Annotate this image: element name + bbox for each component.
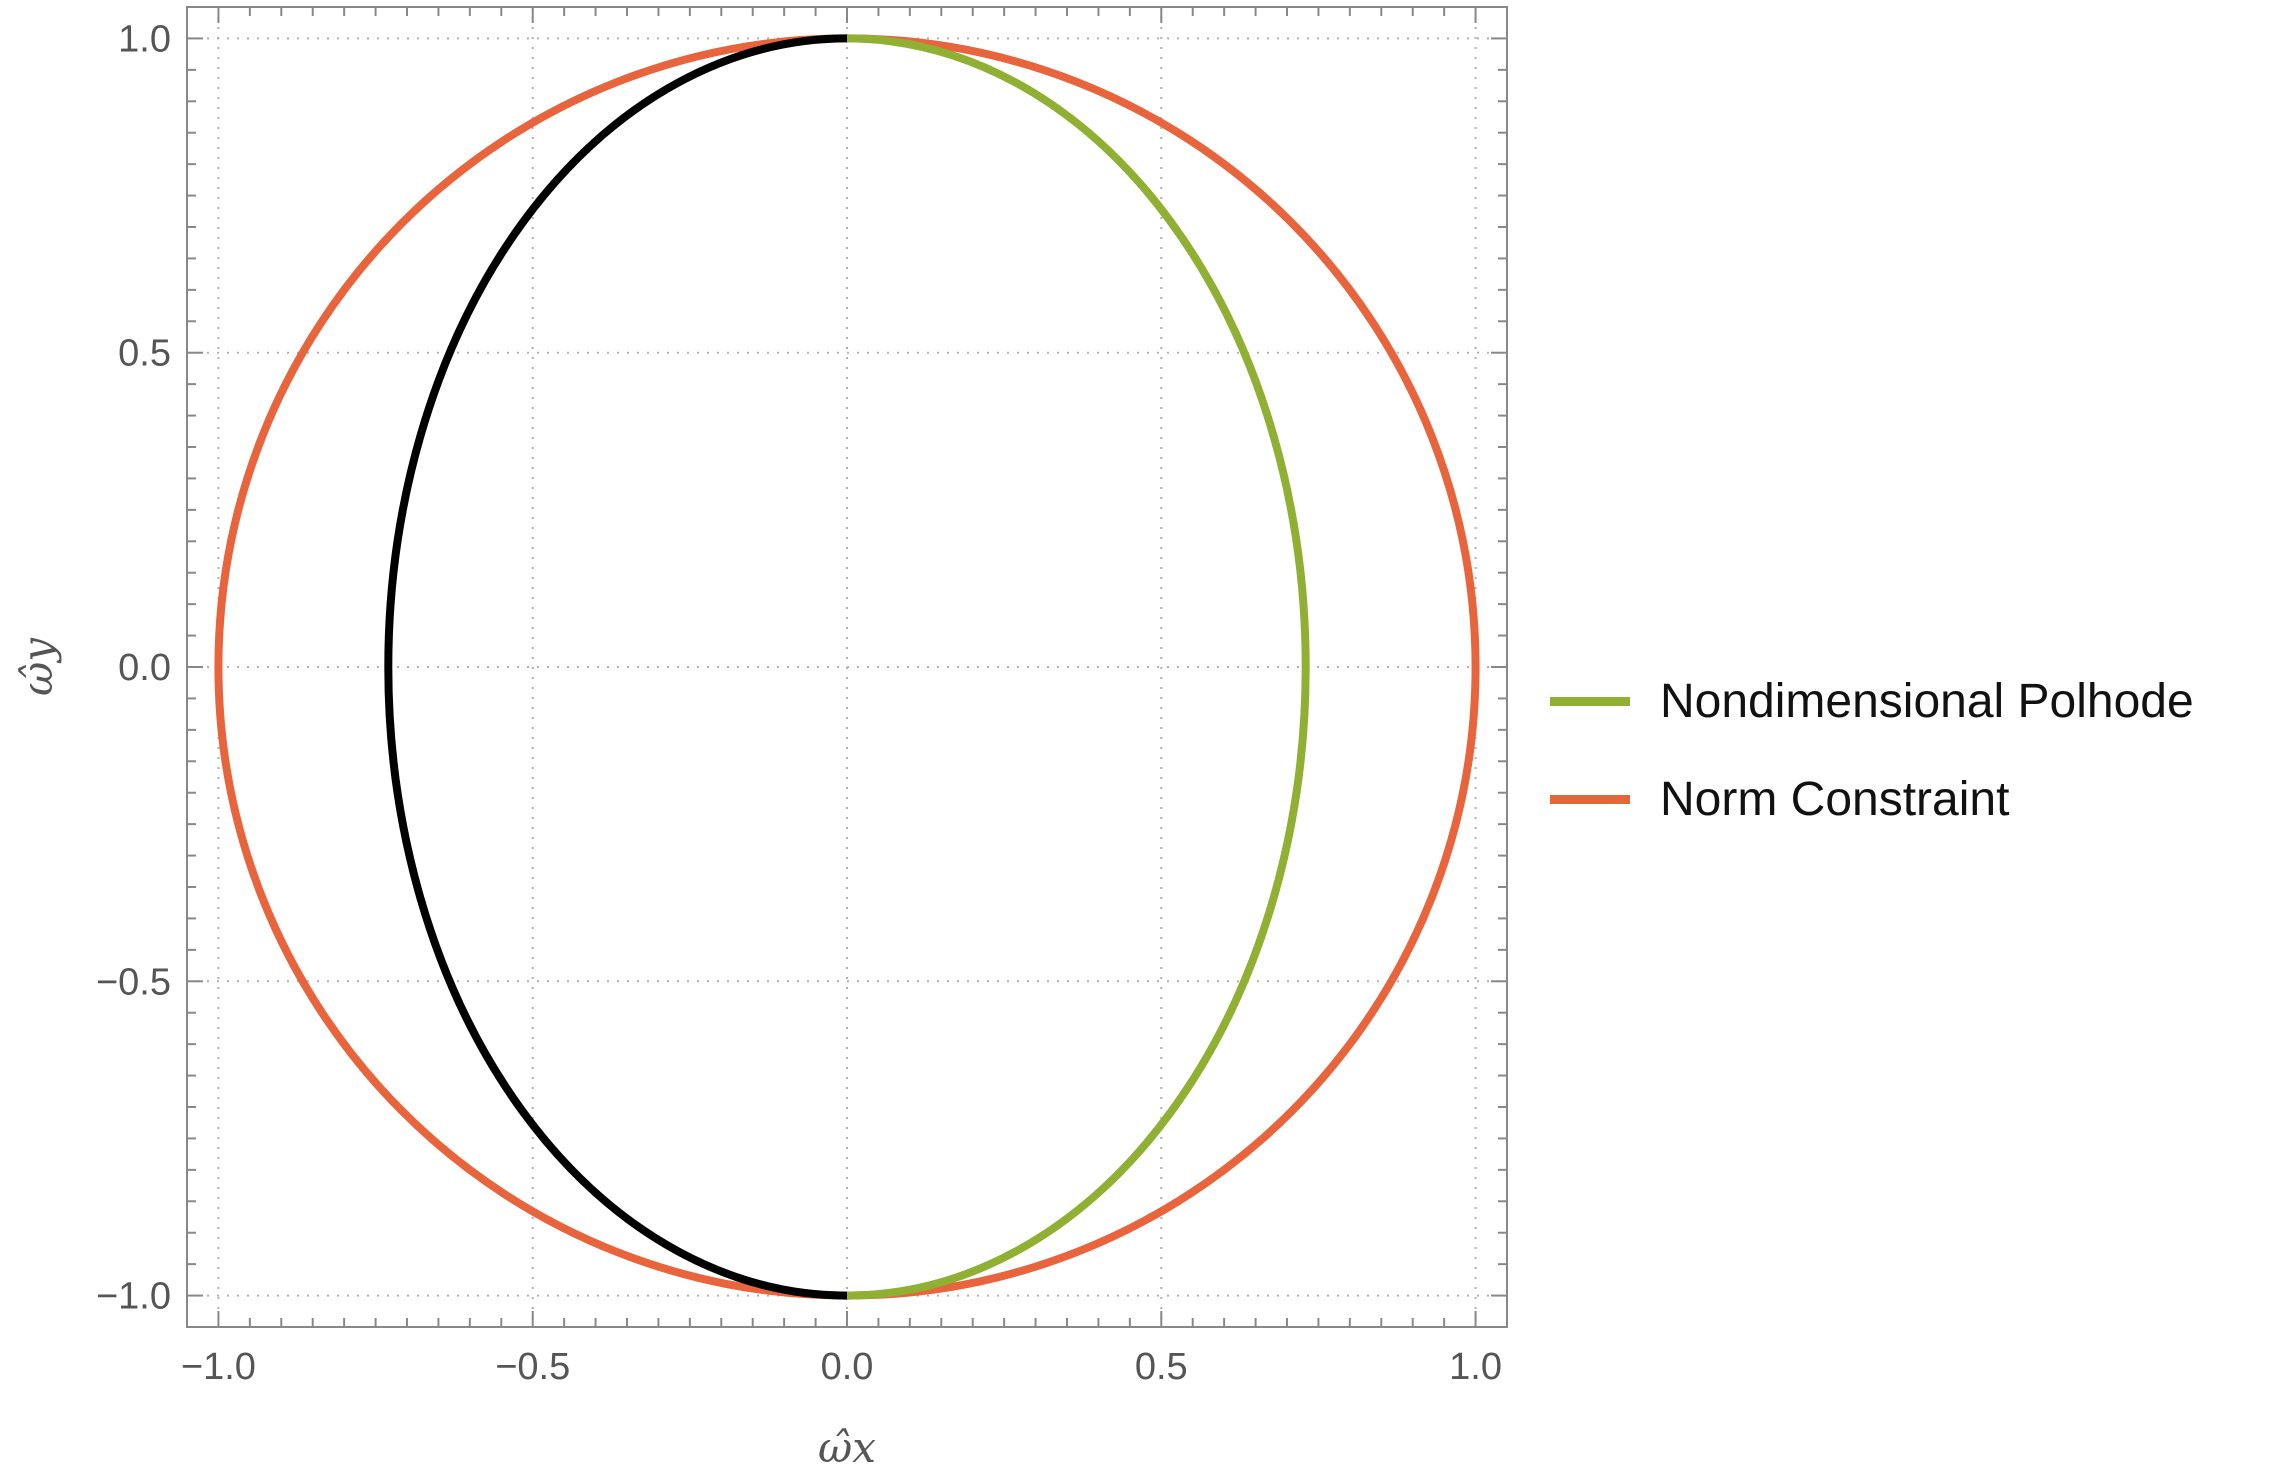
x-tick-label: −0.5 [495, 1346, 570, 1388]
x-tick-label: 0.0 [821, 1346, 874, 1388]
legend: Nondimensional Polhode Norm Constraint [1550, 652, 2194, 848]
x-tick-label: −1.0 [181, 1346, 256, 1388]
x-axis-label: ω̂x [818, 1423, 876, 1467]
tick-labels: −1.0 −0.5 0.0 0.5 1.0 −1.0 −0.5 0.0 0.5 1.0 [96, 18, 1502, 1388]
legend-item-polhode: Nondimensional Polhode [1550, 652, 2194, 750]
series-polhode-left-half [384, 34, 848, 1300]
y-tick-label: 1.0 [118, 18, 171, 60]
series-curves [214, 34, 1480, 1300]
x-tick-label: 0.5 [1135, 1346, 1188, 1388]
legend-swatch-polhode [1550, 696, 1630, 706]
legend-label-norm-constraint: Norm Constraint [1660, 772, 2010, 826]
y-axis-label: ω̂y [13, 637, 62, 696]
y-tick-label: 0.0 [118, 647, 171, 689]
series-nondimensional-polhode [846, 34, 1310, 1300]
axis-ticks [187, 7, 1507, 1327]
y-tick-label: −0.5 [96, 961, 171, 1003]
legend-item-norm-constraint: Norm Constraint [1550, 750, 2194, 848]
legend-label-polhode: Nondimensional Polhode [1660, 674, 2194, 728]
y-tick-label: 0.5 [118, 333, 171, 375]
legend-swatch-norm-constraint [1550, 794, 1630, 804]
x-tick-label: 1.0 [1449, 1346, 1502, 1388]
y-tick-label: −1.0 [96, 1276, 171, 1318]
